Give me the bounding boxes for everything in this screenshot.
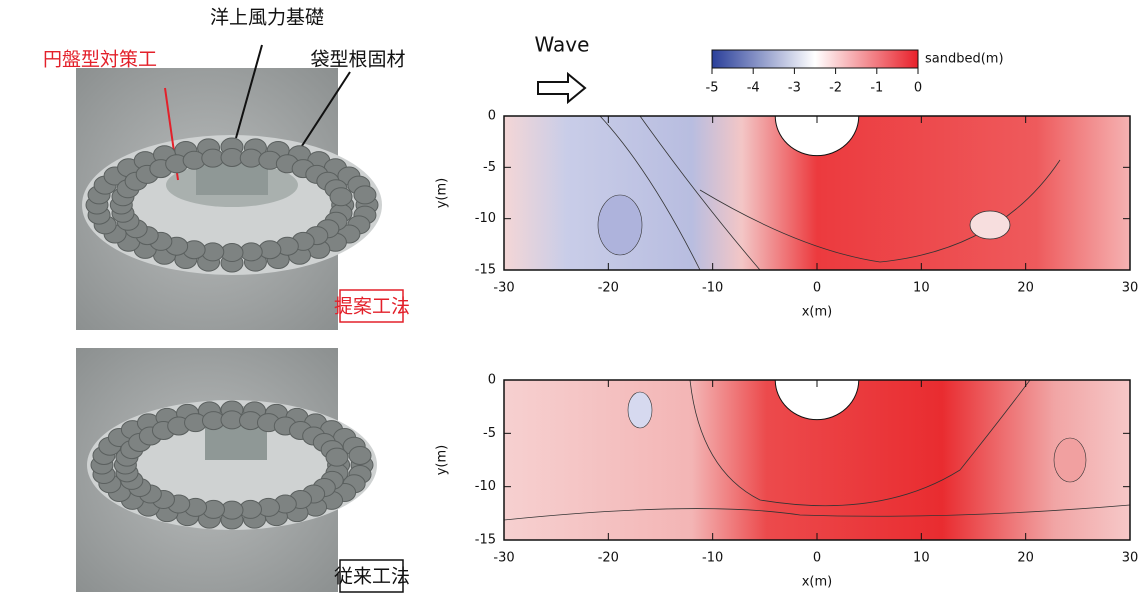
annotation: 円盤型対策工: [43, 49, 157, 71]
x-axis-label: x(m): [802, 305, 833, 320]
y-tick-label: -15: [475, 263, 496, 278]
method-label: 従来工法: [334, 566, 410, 588]
colorbar-tick-label: -4: [747, 81, 760, 96]
y-tick-label: -10: [475, 479, 496, 494]
colorbar-tick-label: -5: [706, 81, 719, 96]
y-axis-label: y(m): [435, 178, 450, 209]
y-tick-label: -5: [483, 160, 496, 175]
pebble: [202, 149, 224, 167]
x-tick-label: 10: [913, 281, 930, 296]
colorbar-label: sandbed(m): [925, 52, 1004, 67]
colorbar-tick-label: -1: [870, 81, 883, 96]
figure: 洋上風力基礎 円盤型対策工 袋型根固材 Wave sandbed(m) 提案工法…: [0, 0, 1144, 603]
y-tick-label: -5: [483, 426, 496, 441]
annotation: 洋上風力基礎: [210, 7, 324, 29]
y-tick-label: 0: [488, 373, 496, 388]
annotation: 袋型根固材: [310, 49, 405, 71]
x-tick-label: -20: [598, 551, 619, 566]
x-tick-label: 20: [1017, 551, 1034, 566]
wave-arrow: [538, 74, 585, 102]
x-tick-label: 0: [813, 281, 821, 296]
pebble: [221, 244, 243, 262]
x-tick-label: 20: [1017, 281, 1034, 296]
x-tick-label: -10: [702, 551, 723, 566]
colorbar-tick-label: -2: [829, 81, 842, 96]
colorbar-tick-label: -3: [788, 81, 801, 96]
pebble: [354, 186, 376, 204]
x-tick-label: 30: [1122, 551, 1139, 566]
y-tick-label: -15: [475, 533, 496, 548]
colorbar: [712, 50, 918, 68]
pebble: [221, 148, 243, 166]
pebble: [349, 446, 371, 464]
pebble: [330, 188, 352, 206]
x-tick-label: 0: [813, 551, 821, 566]
x-tick-label: -30: [493, 551, 514, 566]
x-axis-label: x(m): [802, 575, 833, 590]
pebble: [326, 448, 348, 466]
x-tick-label: -10: [702, 281, 723, 296]
x-tick-label: -20: [598, 281, 619, 296]
y-axis-label: y(m): [435, 445, 450, 476]
colorbar-tick-label: 0: [914, 81, 922, 96]
x-tick-label: 10: [913, 551, 930, 566]
x-tick-label: -30: [493, 281, 514, 296]
wave-label: Wave: [535, 33, 590, 57]
method-label: 提案工法: [334, 296, 410, 318]
y-tick-label: 0: [488, 109, 496, 124]
pebble: [240, 243, 262, 261]
y-tick-label: -10: [475, 211, 496, 226]
x-tick-label: 30: [1122, 281, 1139, 296]
